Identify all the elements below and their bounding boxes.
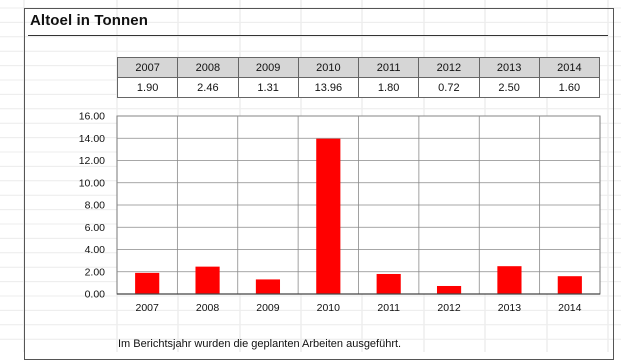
table-value-cell: 0.72 xyxy=(418,77,480,98)
y-tick-label: 6.00 xyxy=(85,222,106,234)
y-tick-label: 4.00 xyxy=(85,244,106,256)
y-tick-label: 10.00 xyxy=(79,177,105,189)
bar xyxy=(135,272,160,294)
y-tick-label: 0.00 xyxy=(85,289,106,301)
bar xyxy=(316,138,341,294)
bar xyxy=(195,266,220,294)
table-year-cell: 2007 xyxy=(116,57,179,78)
bar-chart: 0.00 2.00 4.00 6.00 8.00 10.00 12.00 14.00 16.00… xyxy=(79,111,601,314)
table-value-cell: 1.80 xyxy=(357,77,420,98)
x-tick-label: 2010 xyxy=(317,302,341,314)
title-divider xyxy=(28,35,608,36)
bar xyxy=(436,285,462,294)
x-tick-label: 2013 xyxy=(498,302,522,314)
table-header-row: 2007 2008 2009 2010 2011 2012 2013 2014 xyxy=(116,57,601,78)
table-value-cell: 2.46 xyxy=(177,77,239,98)
x-tick-label: 2007 xyxy=(136,302,160,314)
values-table: 2007 2008 2009 2010 2011 2012 2013 2014 … xyxy=(116,57,601,98)
table-value-cell: 2.50 xyxy=(478,77,540,98)
y-tick-label: 16.00 xyxy=(79,111,105,123)
bar xyxy=(497,266,522,294)
table-year-cell: 2010 xyxy=(297,57,360,78)
x-tick-label: 2014 xyxy=(558,302,582,314)
y-tick-label: 8.00 xyxy=(85,200,106,212)
table-year-cell: 2008 xyxy=(177,57,239,78)
x-tick-label: 2009 xyxy=(256,302,280,314)
bar xyxy=(557,276,582,294)
table-value-cell: 1.90 xyxy=(116,77,179,98)
y-tick-label: 12.00 xyxy=(79,155,105,167)
table-year-cell: 2011 xyxy=(357,57,420,78)
table-value-cell: 1.31 xyxy=(237,77,299,98)
bar xyxy=(255,279,281,294)
table-year-cell: 2012 xyxy=(418,57,480,78)
bar xyxy=(376,273,401,294)
x-tick-label: 2008 xyxy=(196,302,220,314)
table-value-cell: 13.96 xyxy=(297,77,360,98)
table-value-cell: 1.60 xyxy=(538,77,601,98)
page-title: Altoel in Tonnen xyxy=(30,12,148,29)
footnote: Im Berichtsjahr wurden die geplanten Arb… xyxy=(118,338,402,350)
y-tick-label: 14.00 xyxy=(79,133,105,145)
table-row: 1.90 2.46 1.31 13.96 1.80 0.72 2.50 1.60 xyxy=(116,77,601,98)
x-tick-label: 2011 xyxy=(377,302,400,314)
y-tick-label: 2.00 xyxy=(85,266,106,278)
table-year-cell: 2009 xyxy=(237,57,299,78)
x-tick-label: 2012 xyxy=(437,302,461,314)
